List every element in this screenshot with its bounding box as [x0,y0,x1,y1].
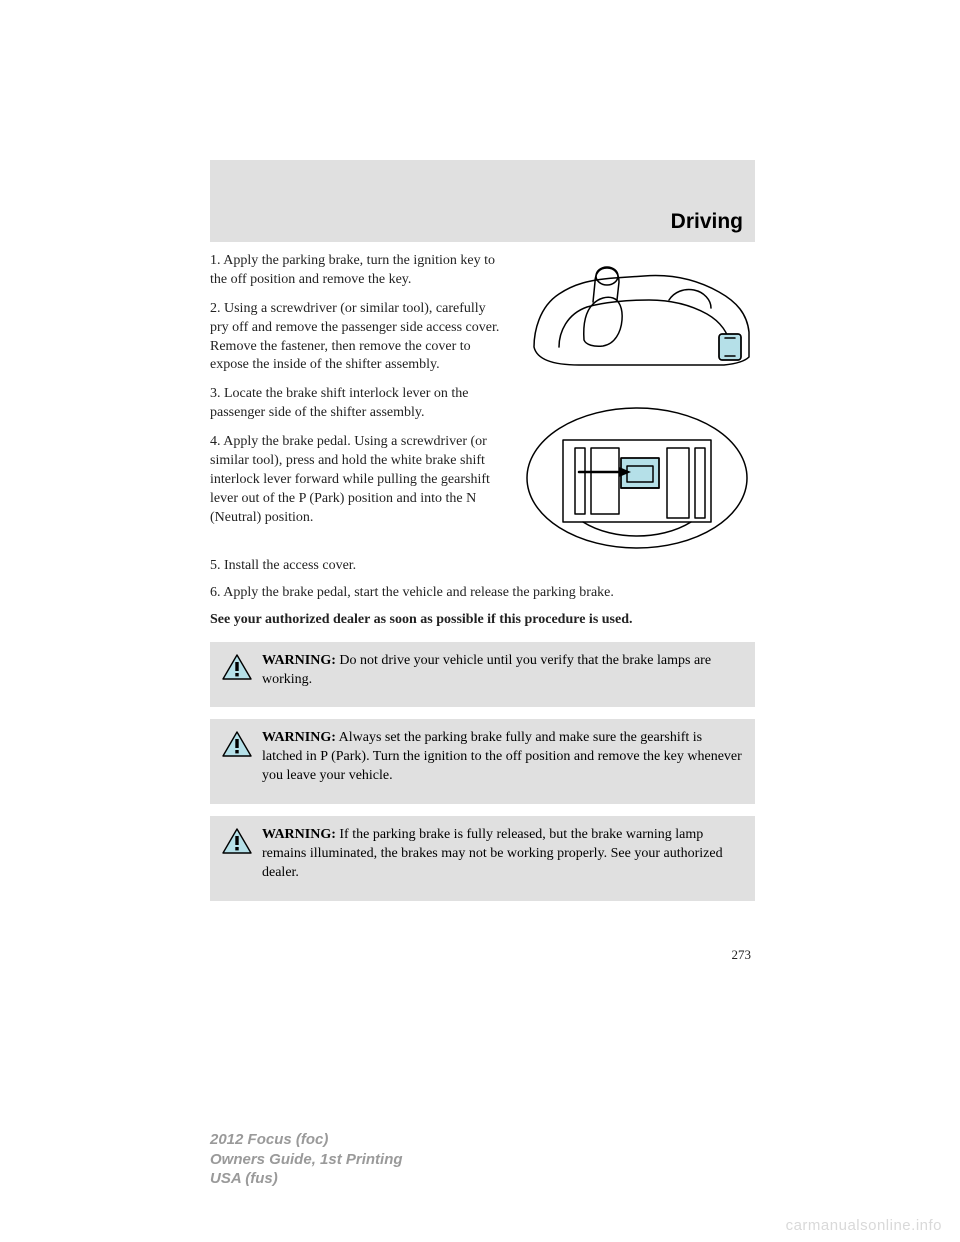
step-4: 4. Apply the brake pedal. Using a screwd… [210,433,505,527]
step-6: 6. Apply the brake pedal, start the vehi… [210,584,755,603]
warning-label: WARNING: [262,730,336,745]
warning-box-1: WARNING: Do not drive your vehicle until… [210,642,755,708]
footer-line-2: Owners Guide, 1st Printing [210,1150,403,1170]
step-3: 3. Locate the brake shift interlock leve… [210,385,505,423]
manual-page: Driving 1. Apply the parking brake, turn… [210,160,755,963]
footer-region-code: (fus) [245,1170,278,1187]
section-title: Driving [671,210,743,234]
footer-line-1: 2012 Focus (foc) [210,1130,403,1150]
steps-column: 1. Apply the parking brake, turn the ign… [210,252,505,555]
content-two-col: 1. Apply the parking brake, turn the ign… [210,252,755,555]
footer-region: USA [210,1170,245,1187]
step-2: 2. Using a screwdriver (or similar tool)… [210,300,505,376]
page-number: 273 [210,947,755,963]
full-width-text: 5. Install the access cover. 6. Apply th… [210,557,755,630]
interlock-lever-illustration [519,400,755,555]
footer-code: (foc) [296,1131,329,1148]
warning-label: WARNING: [262,653,336,668]
footer-block: 2012 Focus (foc) Owners Guide, 1st Print… [210,1130,403,1189]
footer-line-3: USA (fus) [210,1169,403,1189]
warning-box-3: WARNING: If the parking brake is fully r… [210,816,755,901]
section-header: Driving [210,160,755,242]
warning-icon [222,654,252,681]
shifter-access-cover-illustration [519,252,755,392]
warning-icon [222,828,252,855]
step-1: 1. Apply the parking brake, turn the ign… [210,252,505,290]
illustration-column [519,252,755,555]
dealer-note: See your authorized dealer as soon as po… [210,611,755,630]
warning-1-text: WARNING: Do not drive your vehicle until… [262,652,743,690]
warning-label: WARNING: [262,827,336,842]
warning-icon [222,731,252,758]
warning-3-text: WARNING: If the parking brake is fully r… [262,826,743,883]
step-5: 5. Install the access cover. [210,557,755,576]
footer-model: 2012 Focus [210,1131,296,1148]
warning-box-2: WARNING: Always set the parking brake fu… [210,719,755,804]
watermark: carmanualsonline.info [786,1217,942,1234]
warning-2-text: WARNING: Always set the parking brake fu… [262,729,743,786]
